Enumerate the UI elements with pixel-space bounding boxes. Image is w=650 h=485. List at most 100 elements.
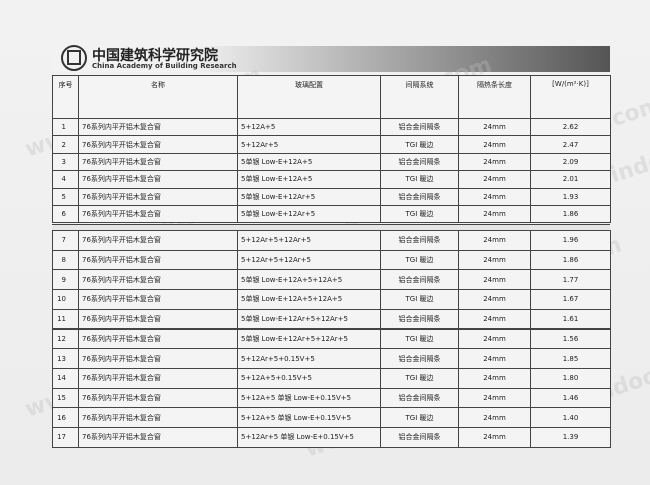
- table-cell: 76系列内平开铝木复合窗: [78, 230, 238, 251]
- table-cell: 24mm: [458, 308, 531, 330]
- table-cell: 7: [52, 230, 79, 251]
- header-bar: [52, 46, 610, 72]
- table-cell: 1.80: [530, 367, 611, 389]
- table-cell: 5单银 Low-E+12Ar+5+12Ar+5: [237, 328, 381, 350]
- table-cell: 6: [52, 205, 79, 224]
- column-header: [W/(m²·K)]: [530, 75, 611, 119]
- table-cell: 1.93: [530, 187, 611, 206]
- table-cell: 2.09: [530, 152, 611, 172]
- table-cell: 5+12A+5 单银 Low-E+0.15V+5: [237, 407, 381, 428]
- table-cell: TGI 暖边: [380, 170, 459, 189]
- table-cell: 76系列内平开铝木复合窗: [78, 249, 238, 271]
- table-cell: 5+12Ar+5+12Ar+5: [237, 249, 381, 271]
- table-cell: 1.56: [530, 328, 611, 350]
- table-cell: 1.86: [530, 249, 611, 271]
- table-cell: 76系列内平开铝木复合窗: [78, 427, 238, 448]
- table-cell: 1.85: [530, 348, 611, 369]
- table-cell: TGI 暖边: [380, 135, 459, 154]
- table-cell: 24mm: [458, 118, 531, 137]
- table-cell: 铝合金间隔条: [380, 427, 459, 448]
- column-header: 玻璃配置: [237, 75, 381, 119]
- table-cell: TGI 暖边: [380, 205, 459, 224]
- table-cell: 5单银 Low-E+12A+5: [237, 152, 381, 172]
- table-cell: 5单银 Low-E+12Ar+5+12Ar+5: [237, 308, 381, 330]
- table-cell: 24mm: [458, 348, 531, 369]
- table-cell: 5单银 Low-E+12A+5+12A+5: [237, 289, 381, 310]
- table-cell: 24mm: [458, 407, 531, 428]
- table-cell: TGI 暖边: [380, 367, 459, 389]
- table-cell: 1.67: [530, 289, 611, 310]
- table-cell: 76系列内平开铝木复合窗: [78, 387, 238, 409]
- table-cell: 16: [52, 407, 79, 428]
- table-cell: 13: [52, 348, 79, 369]
- table-cell: 76系列内平开铝木复合窗: [78, 135, 238, 154]
- table-cell: 24mm: [458, 230, 531, 251]
- table-cell: TGI 暖边: [380, 289, 459, 310]
- table-cell: 5+12A+5 单银 Low-E+0.15V+5: [237, 387, 381, 409]
- table-cell: 2.01: [530, 170, 611, 189]
- table-cell: 1.39: [530, 427, 611, 448]
- table-cell: 5+12Ar+5+12Ar+5: [237, 230, 381, 251]
- table-cell: 2: [52, 135, 79, 154]
- table-cell: 24mm: [458, 152, 531, 172]
- table-cell: 11: [52, 308, 79, 330]
- table-cell: 76系列内平开铝木复合窗: [78, 170, 238, 189]
- table-cell: TGI 暖边: [380, 407, 459, 428]
- table-cell: 24mm: [458, 269, 531, 291]
- table-cell: 铝合金间隔条: [380, 308, 459, 330]
- table-cell: 24mm: [458, 289, 531, 310]
- table-cell: 铝合金间隔条: [380, 152, 459, 172]
- column-header: 间隔系统: [380, 75, 459, 119]
- table-cell: 1.86: [530, 205, 611, 224]
- table-cell: 9: [52, 269, 79, 291]
- table-cell: 76系列内平开铝木复合窗: [78, 118, 238, 137]
- logo: [61, 45, 87, 71]
- table-cell: 铝合金间隔条: [380, 187, 459, 206]
- table-cell: TGI 暖边: [380, 249, 459, 271]
- table-cell: 76系列内平开铝木复合窗: [78, 308, 238, 330]
- table-cell: 5+12A+5: [237, 118, 381, 137]
- table-cell: 铝合金间隔条: [380, 269, 459, 291]
- table-cell: 12: [52, 328, 79, 350]
- table-cell: 24mm: [458, 187, 531, 206]
- table-cell: TGI 暖边: [380, 328, 459, 350]
- table-cell: 24mm: [458, 205, 531, 224]
- table-cell: 76系列内平开铝木复合窗: [78, 205, 238, 224]
- table-cell: 5+12Ar+5: [237, 135, 381, 154]
- table-cell: 铝合金间隔条: [380, 230, 459, 251]
- table-cell: 1.77: [530, 269, 611, 291]
- table-cell: 1.61: [530, 308, 611, 330]
- table-cell: 5: [52, 187, 79, 206]
- table-cell: 1.40: [530, 407, 611, 428]
- table-cell: 24mm: [458, 328, 531, 350]
- column-header: 序号: [52, 75, 79, 119]
- table-cell: 5单银 Low-E+12Ar+5: [237, 187, 381, 206]
- table-divider: [52, 224, 610, 231]
- header-title: 中国建筑科学研究院: [92, 48, 218, 64]
- table-cell: 铝合金间隔条: [380, 348, 459, 369]
- table-cell: 76系列内平开铝木复合窗: [78, 269, 238, 291]
- table-cell: 3: [52, 152, 79, 172]
- table-cell: 17: [52, 427, 79, 448]
- column-header: 名称: [78, 75, 238, 119]
- table-cell: 5+12Ar+5 单银 Low-E+0.15V+5: [237, 427, 381, 448]
- table-cell: 76系列内平开铝木复合窗: [78, 328, 238, 350]
- table-cell: 5单银 Low-E+12Ar+5: [237, 205, 381, 224]
- table-cell: 4: [52, 170, 79, 189]
- table-cell: 76系列内平开铝木复合窗: [78, 289, 238, 310]
- table-cell: 24mm: [458, 135, 531, 154]
- table-cell: 76系列内平开铝木复合窗: [78, 367, 238, 389]
- table-cell: 15: [52, 387, 79, 409]
- column-header: 隔热条长度: [458, 75, 531, 119]
- table-cell: 1: [52, 118, 79, 137]
- table-cell: 铝合金间隔条: [380, 118, 459, 137]
- table-cell: 8: [52, 249, 79, 271]
- table-cell: 5+12Ar+5+0.15V+5: [237, 348, 381, 369]
- table-cell: 5单银 Low-E+12A+5+12A+5: [237, 269, 381, 291]
- table-cell: 24mm: [458, 170, 531, 189]
- table-cell: 24mm: [458, 387, 531, 409]
- table-cell: 2.62: [530, 118, 611, 137]
- table-cell: 76系列内平开铝木复合窗: [78, 187, 238, 206]
- table-cell: 1.46: [530, 387, 611, 409]
